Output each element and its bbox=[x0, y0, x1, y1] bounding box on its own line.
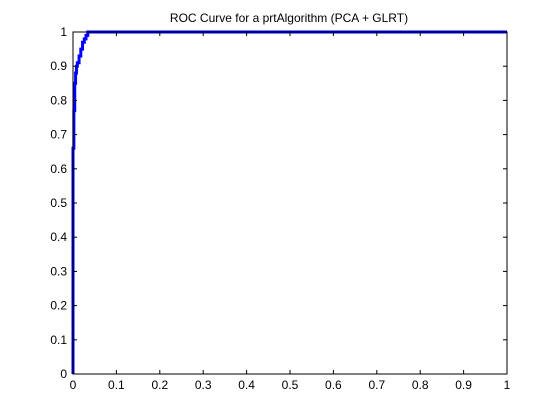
x-tick-label: 0.5 bbox=[282, 378, 299, 392]
x-tick-label: 0.4 bbox=[238, 378, 255, 392]
x-tick-label: 0.1 bbox=[108, 378, 125, 392]
series-layer bbox=[71, 30, 507, 374]
x-tick-label: 0.7 bbox=[368, 378, 385, 392]
y-tick-label: 0.7 bbox=[50, 128, 67, 142]
y-tick-label: 0.5 bbox=[50, 196, 67, 210]
x-axis: 0 0.1 0.2 0.3 0.4 0.5 0.6 0.7 0.8 0.9 1 bbox=[70, 32, 511, 392]
chart-title: ROC Curve for a prtAlgorithm (PCA + GLRT… bbox=[170, 11, 408, 25]
y-tick-label: 0.6 bbox=[50, 162, 67, 176]
x-tick-label: 0 bbox=[70, 378, 77, 392]
y-tick-label: 0.9 bbox=[50, 59, 67, 73]
y-tick-label: 0.2 bbox=[50, 299, 67, 313]
x-tick-label: 0.2 bbox=[151, 378, 168, 392]
y-tick-label: 0.1 bbox=[50, 333, 67, 347]
x-tick-label: 0.8 bbox=[412, 378, 429, 392]
y-tick-label: 0.3 bbox=[50, 264, 67, 278]
y-tick-label: 0.4 bbox=[50, 230, 67, 244]
x-tick-label: 0.9 bbox=[455, 378, 472, 392]
y-tick-label: 0 bbox=[60, 367, 67, 381]
y-tick-label: 0.8 bbox=[50, 93, 67, 107]
roc-curve-line bbox=[71, 30, 507, 374]
y-tick-label: 1 bbox=[60, 25, 67, 39]
x-tick-label: 1 bbox=[504, 378, 511, 392]
x-tick-label: 0.3 bbox=[195, 378, 212, 392]
x-tick-label: 0.6 bbox=[325, 378, 342, 392]
y-axis: 0 0.1 0.2 0.3 0.4 0.5 0.6 0.7 0.8 0.9 1 bbox=[50, 25, 507, 381]
plot-area bbox=[73, 32, 507, 374]
